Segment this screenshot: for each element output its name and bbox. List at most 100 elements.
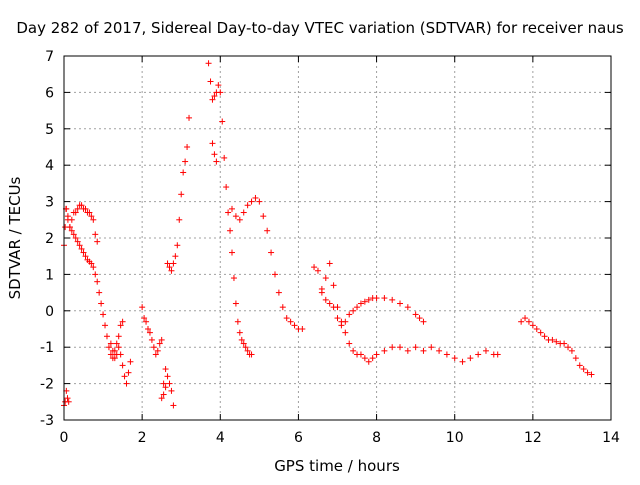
data-point [145,326,152,332]
data-point [64,395,71,402]
y-tick-label: 7 [45,49,54,65]
data-point [152,351,159,358]
data-point [150,344,157,351]
data-point [389,344,396,351]
data-point [170,260,177,267]
data-point [92,231,99,238]
data-point [139,304,146,311]
data-point [244,202,251,209]
data-point [65,398,72,405]
data-point [113,340,120,347]
data-point [287,318,294,325]
data-point [467,355,474,362]
x-tick-label: 0 [60,430,69,446]
data-point [404,304,411,311]
data-point [115,344,122,351]
data-point [102,322,109,329]
data-point [230,275,237,282]
data-point [525,318,532,325]
data-point [70,231,77,238]
data-point [158,395,165,402]
data-point [357,351,364,358]
data-point [90,264,97,271]
series-trace-j [518,315,595,378]
y-tick-label: -2 [40,377,54,393]
data-point [240,209,247,216]
data-point [365,358,372,365]
x-tick-label: 10 [446,430,464,446]
data-point [176,216,183,223]
data-point [217,89,224,96]
data-point [182,158,189,165]
data-point [178,191,185,198]
data-point [90,216,97,223]
data-point [168,387,175,394]
data-point [322,296,329,303]
data-point [232,213,239,220]
data-point [565,344,572,351]
data-point [361,298,368,305]
chart-title: Day 282 of 2017, Sidereal Day-to-day VTE… [16,19,624,37]
data-point [373,295,380,302]
data-point [72,209,79,216]
data-points [61,60,595,409]
data-point [121,373,128,380]
data-point [397,344,404,351]
data-point [584,369,591,376]
data-point [123,380,130,387]
data-point [223,184,230,191]
data-point [561,340,568,347]
data-point [373,351,380,358]
data-point [64,216,71,223]
data-point [172,253,179,260]
series-trace-c [107,340,134,387]
data-point [119,362,126,369]
data-point [229,205,236,212]
y-tick-label: 5 [45,122,54,138]
data-point [248,351,255,358]
data-point [354,304,361,311]
data-point [549,336,556,343]
data-point [318,289,325,296]
data-point [100,311,107,318]
data-point [369,355,376,362]
data-point [397,300,404,307]
y-axis-title: SDTVAR / TECUs [6,176,24,299]
data-point [166,264,173,271]
data-point [205,60,212,67]
data-point [412,344,419,351]
data-point [588,371,595,378]
data-point [158,336,165,343]
data-point [88,213,95,220]
x-tick-label: 2 [138,430,147,446]
data-point [82,205,89,212]
axis-ticks [63,55,612,421]
data-point [342,329,349,336]
data-point [184,144,191,150]
data-point [68,227,75,234]
series-trace-f [205,60,255,358]
y-tick-label: 2 [45,231,54,247]
x-axis-title: GPS time / hours [274,457,400,475]
data-point [94,238,101,245]
data-point [451,355,458,362]
data-point [238,336,245,343]
data-point [338,318,345,325]
data-point [86,209,93,216]
data-point [361,355,368,362]
data-point [572,355,579,362]
y-tick-label: 0 [45,304,54,320]
data-point [252,194,259,201]
data-point [209,140,216,147]
data-point [156,340,163,347]
series-trace-f2 [209,140,220,165]
data-point [518,318,525,325]
data-point [365,296,372,303]
y-tick-label: 3 [45,195,54,211]
data-point [119,318,126,325]
data-point [240,340,247,347]
data-point [459,358,466,365]
data-point [299,326,306,332]
data-point [72,235,79,241]
